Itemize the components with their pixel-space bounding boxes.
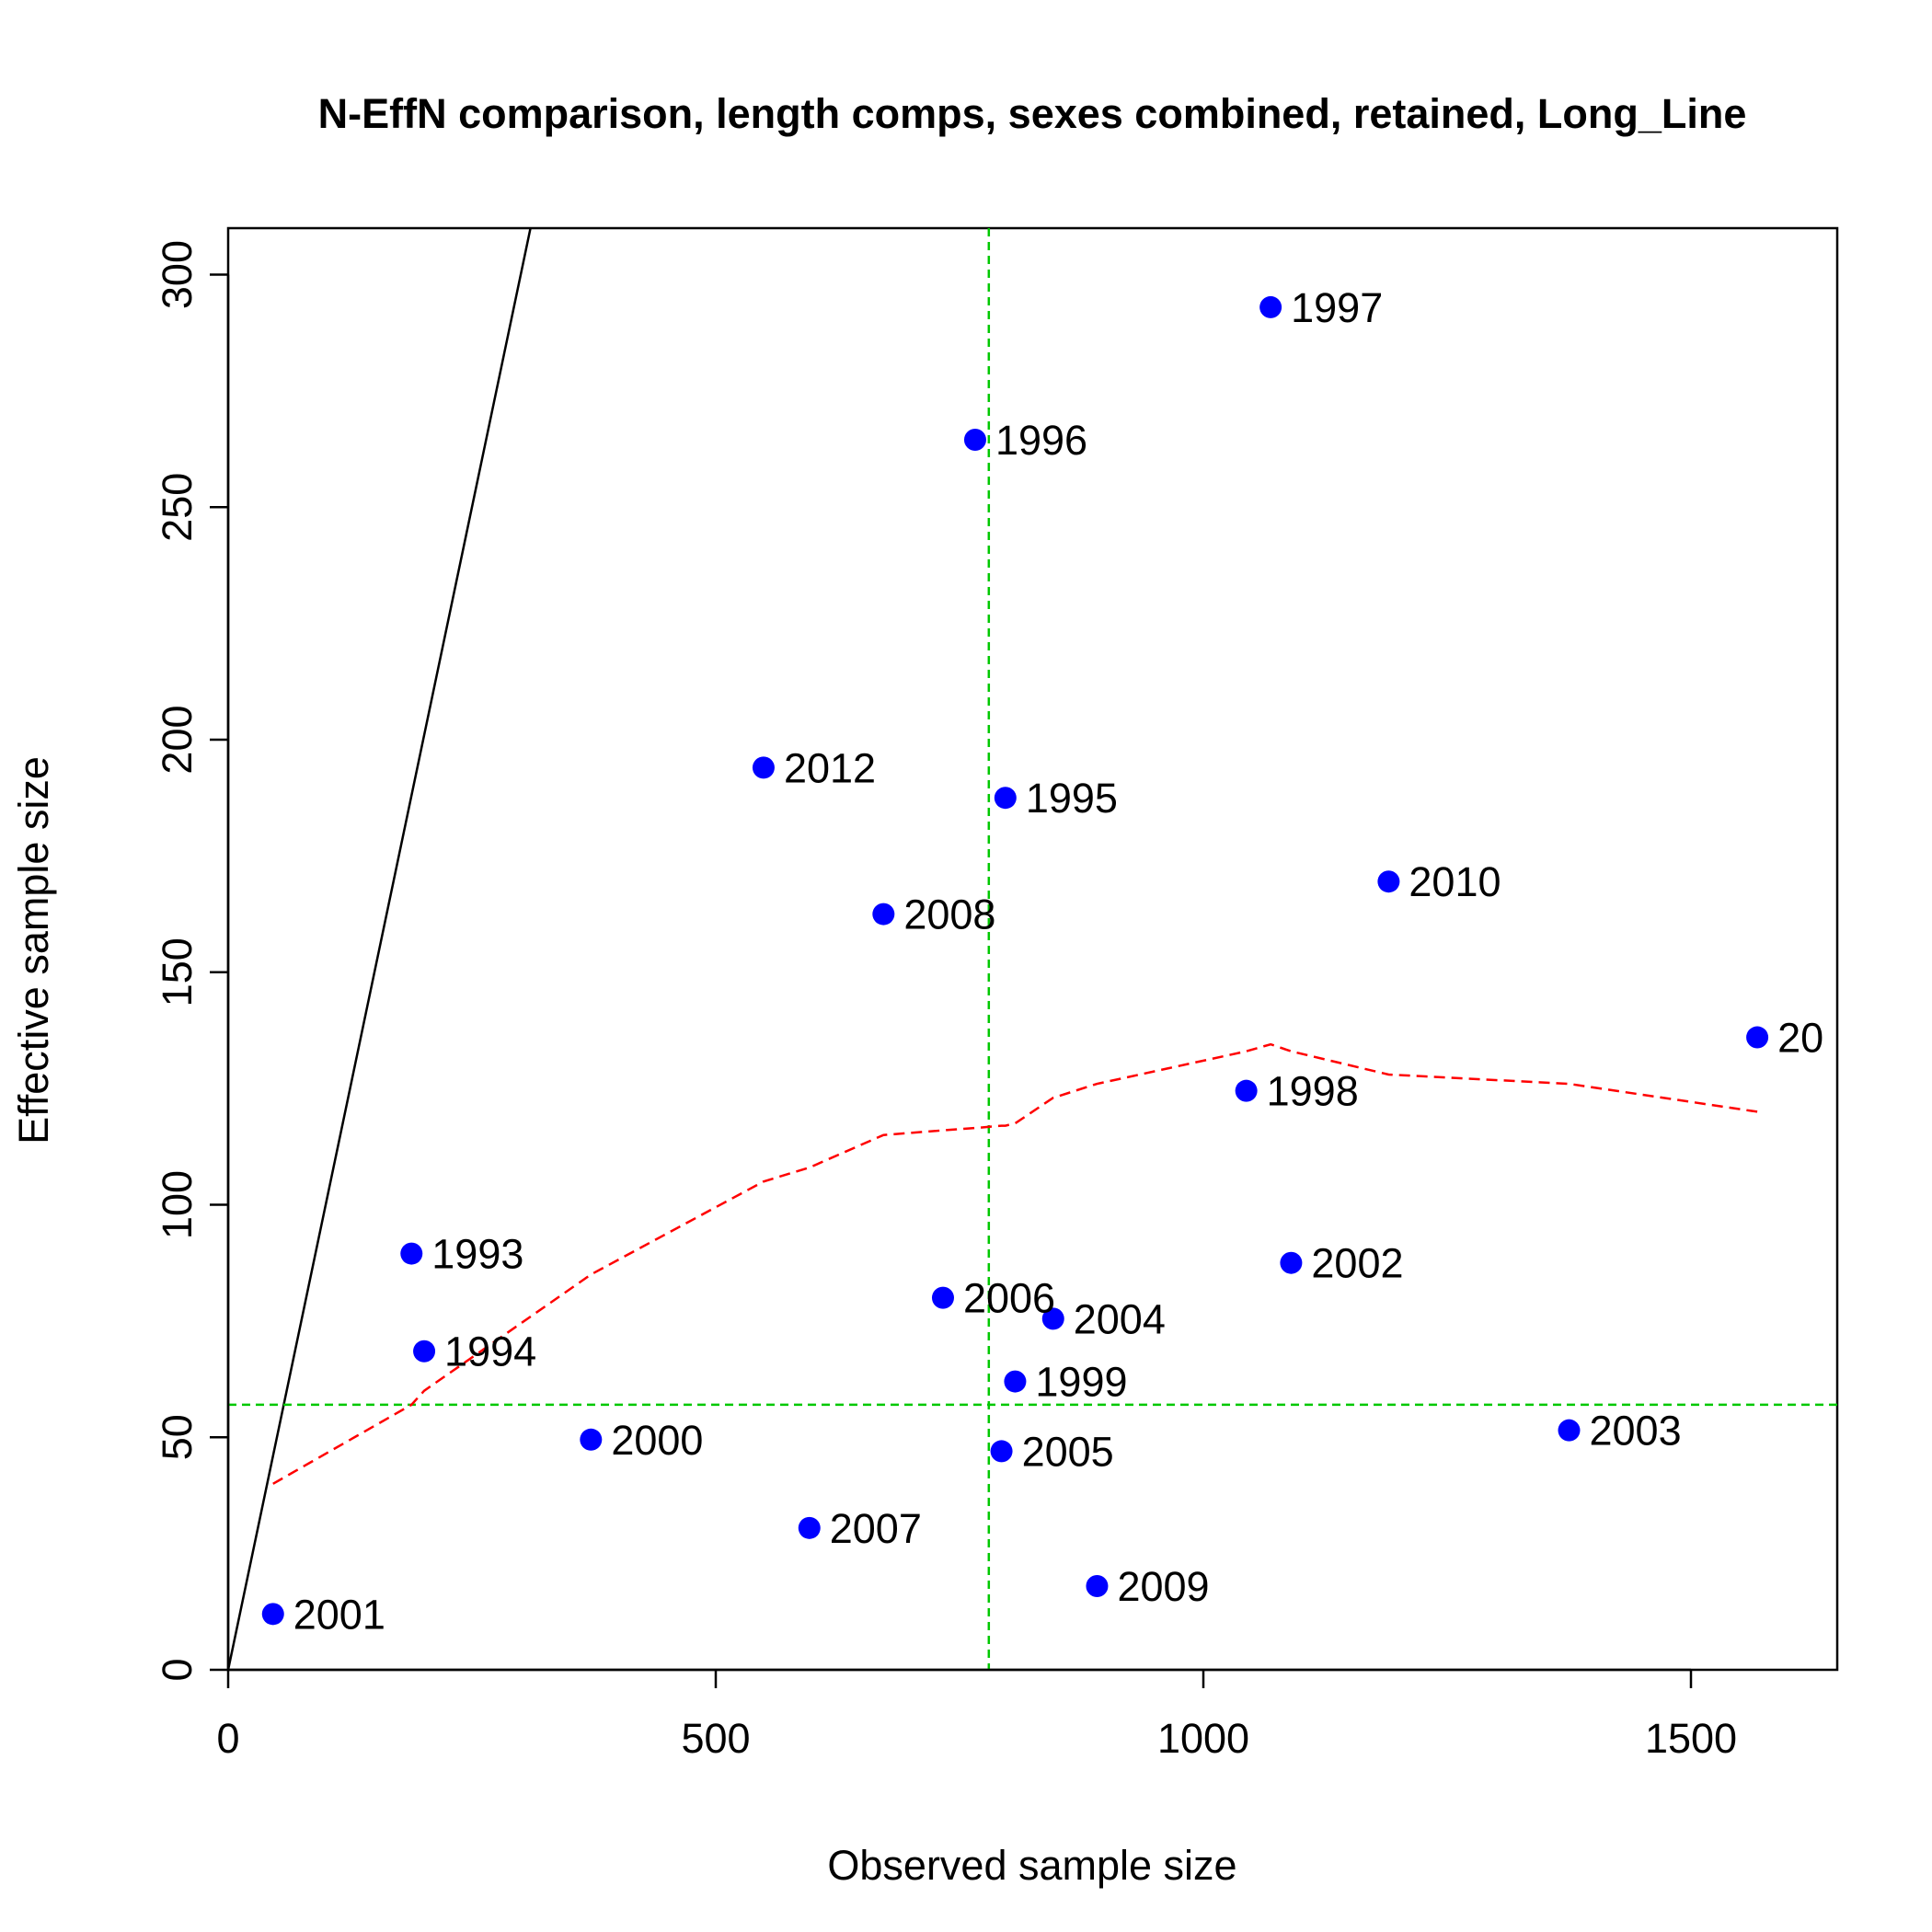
data-point-1995 (994, 787, 1017, 810)
axis-layer: 1993199419951996199719981999200020012002… (154, 240, 1823, 1762)
data-point-2002 (1280, 1251, 1303, 1274)
y-tick-label: 0 (154, 1658, 201, 1681)
y-tick-label: 150 (154, 937, 201, 1006)
point-label-1999: 1999 (1035, 1359, 1127, 1406)
data-point-1998 (1235, 1079, 1258, 1102)
y-tick-label: 250 (154, 473, 201, 542)
data-point-2004 (1041, 1307, 1064, 1330)
plot-layer (228, 228, 1837, 1670)
point-label-1998: 1998 (1267, 1068, 1359, 1115)
point-label-2004: 2004 (1074, 1295, 1166, 1342)
data-point-1996 (963, 428, 986, 451)
y-tick-label: 200 (154, 705, 201, 774)
point-label-1996: 1996 (995, 417, 1087, 464)
data-point-20 (1746, 1026, 1769, 1049)
data-point-1997 (1259, 295, 1282, 318)
data-point-2012 (752, 756, 775, 779)
data-point-2003 (1558, 1419, 1581, 1442)
y-tick-label: 300 (154, 240, 201, 309)
point-label-1994: 1994 (444, 1328, 536, 1375)
point-label-2010: 2010 (1409, 858, 1501, 905)
data-point-1999 (1004, 1370, 1027, 1393)
chart-title: N-EffN comparison, length comps, sexes c… (318, 90, 1747, 137)
data-point-1994 (413, 1340, 436, 1363)
data-point-2008 (872, 903, 895, 926)
x-tick-label: 500 (681, 1715, 750, 1762)
one-to-one-line (228, 228, 532, 1670)
point-label-1995: 1995 (1026, 775, 1118, 822)
point-label-1993: 1993 (431, 1231, 523, 1278)
x-axis-label: Observed sample size (827, 1842, 1236, 1889)
y-axis-label: Effective sample size (10, 756, 57, 1144)
point-label-2009: 2009 (1117, 1563, 1209, 1610)
point-label-2000: 2000 (611, 1417, 703, 1464)
point-label-2008: 2008 (903, 891, 995, 938)
point-label-2003: 2003 (1590, 1408, 1682, 1455)
smoother-line (272, 1042, 1758, 1485)
x-tick-label: 0 (216, 1715, 239, 1762)
y-tick-label: 50 (154, 1414, 201, 1460)
y-tick-label: 100 (154, 1170, 201, 1239)
point-label-2007: 2007 (830, 1505, 922, 1552)
point-label-20: 20 (1777, 1015, 1823, 1062)
point-label-2012: 2012 (784, 744, 876, 791)
data-point-2007 (798, 1516, 821, 1539)
x-tick-label: 1000 (1157, 1715, 1249, 1762)
data-point-2009 (1086, 1575, 1109, 1598)
point-label-2006: 2006 (963, 1275, 1055, 1322)
data-point-2001 (261, 1603, 284, 1626)
data-point-1993 (400, 1242, 423, 1265)
point-label-2005: 2005 (1022, 1428, 1114, 1475)
data-point-2005 (990, 1440, 1013, 1463)
data-point-2006 (931, 1286, 954, 1309)
point-label-2002: 2002 (1311, 1240, 1403, 1287)
point-label-2001: 2001 (293, 1591, 385, 1638)
point-label-1997: 1997 (1291, 284, 1383, 331)
data-point-2000 (580, 1428, 603, 1451)
x-tick-label: 1500 (1645, 1715, 1737, 1762)
data-point-2010 (1377, 870, 1400, 893)
